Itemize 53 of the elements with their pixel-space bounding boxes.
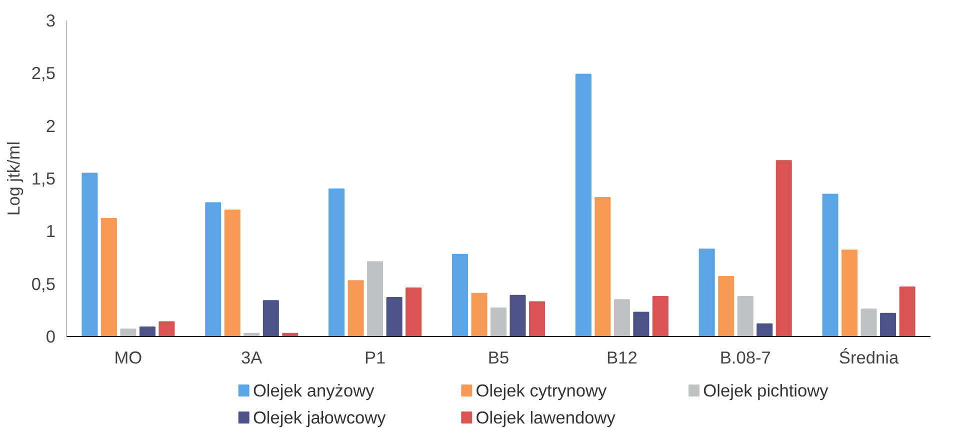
- bar: [510, 294, 526, 336]
- bar: [614, 299, 630, 336]
- x-tick-label: B.08-7: [720, 348, 771, 368]
- bar: [756, 323, 773, 336]
- y-tick-label: 1,5: [31, 168, 56, 188]
- bar: [139, 326, 156, 336]
- bar: [471, 292, 488, 336]
- bar: [652, 296, 668, 336]
- bar: [776, 160, 792, 336]
- x-tick-label: MO: [114, 348, 142, 368]
- bar: [899, 286, 916, 336]
- bar: [490, 308, 507, 336]
- bar: [406, 288, 422, 336]
- y-tick-label: 3: [46, 10, 56, 30]
- bar: [386, 297, 402, 336]
- y-tick-label: 2: [46, 116, 56, 136]
- bar: [224, 210, 240, 336]
- legend-label: Olejek anyżowy: [252, 380, 375, 400]
- bar: [100, 218, 117, 336]
- legend-label: Olejek lawendowy: [476, 408, 616, 428]
- bar: [328, 188, 345, 336]
- legend-label: Olejek cytrynowy: [476, 380, 608, 400]
- y-tick-label: 0: [46, 326, 56, 346]
- bar: [880, 312, 896, 336]
- bar: [737, 296, 754, 336]
- bar: [860, 308, 877, 336]
- x-tick-label: B5: [488, 348, 510, 368]
- bar: [367, 261, 384, 336]
- bar: [575, 74, 592, 336]
- bar: [594, 196, 611, 336]
- legend-label: Olejek jałowcowy: [252, 408, 386, 428]
- x-tick-label: Średnia: [838, 348, 900, 368]
- bar: [262, 300, 279, 336]
- x-tick-label: B12: [606, 348, 638, 368]
- y-tick-label: 0,5: [31, 274, 56, 294]
- bar: [452, 254, 468, 336]
- y-tick-label: 1: [46, 221, 56, 242]
- bar: [633, 312, 650, 336]
- bar: [822, 194, 838, 336]
- bar: [698, 248, 715, 336]
- bar: [529, 301, 546, 336]
- bar: [120, 328, 136, 336]
- bar: [348, 280, 364, 336]
- y-tick-label: 2,5: [31, 63, 56, 84]
- bar: [158, 321, 175, 336]
- x-tick-label: P1: [364, 348, 386, 368]
- legend-label: Olejek pichtiowy: [703, 380, 829, 400]
- y-axis-title: Log jtk/ml: [3, 141, 24, 216]
- x-tick-label: 3A: [241, 348, 263, 368]
- bar: [205, 202, 222, 336]
- bar: [718, 276, 734, 336]
- bar: [842, 250, 858, 336]
- bar: [82, 172, 98, 336]
